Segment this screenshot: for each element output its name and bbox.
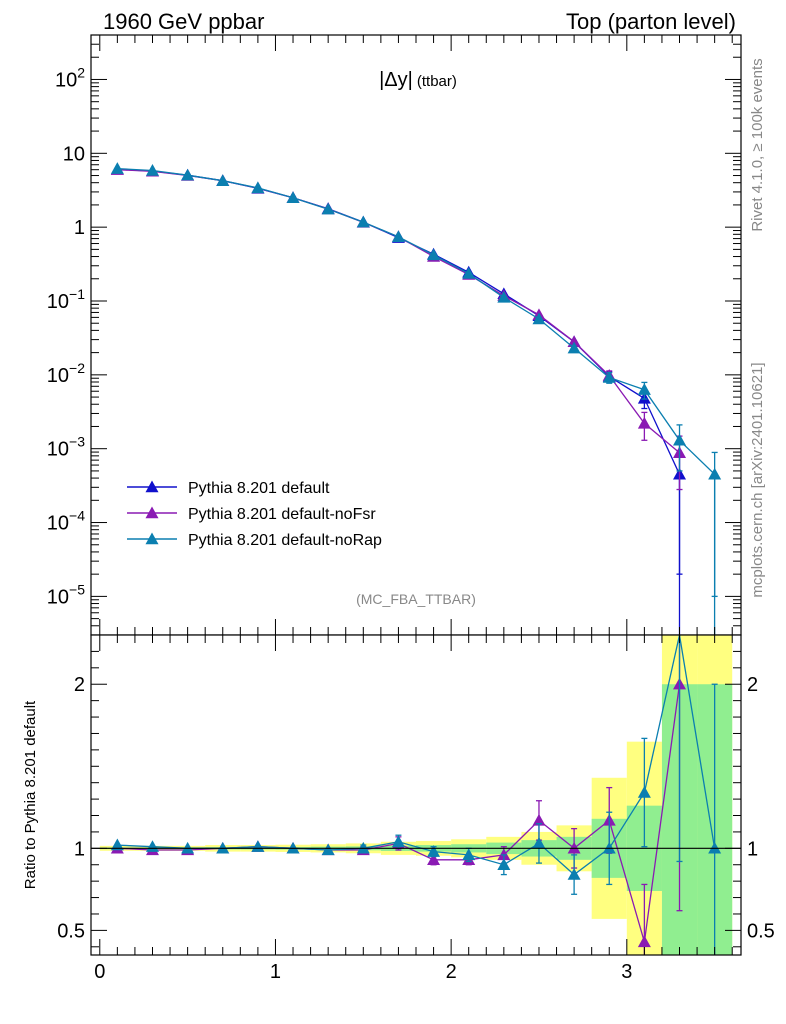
- ratio-data-point: [637, 786, 651, 798]
- ratio-data-point: [532, 813, 546, 826]
- data-point: [356, 215, 370, 228]
- ratio-data-point: [391, 835, 405, 847]
- data-point: [321, 202, 335, 215]
- ratio-data-point: [532, 836, 546, 849]
- x-tick-label: 1: [270, 961, 281, 983]
- y-tick-label: 102: [55, 64, 85, 91]
- data-point: [181, 168, 195, 181]
- mcplots-label: mcplots.cern.ch [arXiv:2401.10621]: [749, 362, 766, 597]
- data-point: [110, 162, 124, 174]
- data-point: [286, 191, 300, 203]
- legend-label: Pythia 8.201 default-noFsr: [188, 506, 376, 523]
- ratio-panel: 0.5 0.5 1 1 2 2 0 1 2 3 Ratio to Pythia 8.201 def…: [22, 634, 775, 983]
- ratio-data-point: [637, 935, 651, 948]
- legend-marker: [145, 532, 159, 545]
- data-point: [427, 248, 441, 261]
- x-tick-label: 2: [446, 961, 457, 983]
- data-point: [532, 312, 546, 325]
- y-tick-label: 10−5: [47, 581, 85, 608]
- data-point: [497, 290, 511, 303]
- x-tick-label: 0: [94, 961, 105, 983]
- ratio-data-point: [567, 868, 581, 880]
- ratio-data-point: [251, 840, 265, 852]
- data-point: [673, 433, 687, 446]
- legend-label: Pythia 8.201 default: [188, 480, 330, 497]
- ratio-data-point: [708, 841, 722, 854]
- y-tick-label: 10−3: [47, 434, 85, 461]
- data-point: [708, 467, 722, 480]
- data-point: [462, 267, 476, 279]
- ratio-y-tick-label-right: 0.5: [747, 920, 775, 942]
- ratio-y-tick-label-right: 1: [747, 838, 758, 860]
- legend-label: Pythia 8.201 default-noRap: [188, 532, 382, 549]
- ratio-data-point: [497, 858, 511, 870]
- ratio-data-point: [181, 841, 195, 854]
- data-point: [602, 371, 616, 383]
- y-tick-label: 10: [63, 143, 85, 165]
- header-left-title: 1960 GeV ppbar: [103, 9, 264, 34]
- y-tick-label: 10−2: [47, 360, 85, 387]
- ratio-data-point: [602, 841, 616, 854]
- data-point: [567, 341, 581, 354]
- legend-marker: [145, 506, 159, 519]
- data-point: [145, 164, 159, 176]
- ratio-data-point: [356, 841, 370, 854]
- ratio-data-point: [286, 841, 300, 854]
- ratio-data-point: [427, 853, 441, 866]
- rivet-version-label: Rivet 4.1.0, ≥ 100k events: [749, 58, 766, 231]
- legend: Pythia 8.201 default Pythia 8.201 default…: [127, 480, 382, 549]
- analysis-id-annotation: (MC_FBA_TTBAR): [356, 591, 476, 607]
- ratio-data-point: [462, 848, 476, 861]
- legend-marker: [145, 480, 159, 493]
- ratio-data-point: [567, 841, 581, 854]
- ratio-data-point: [216, 841, 230, 854]
- ratio-ylabel: Ratio to Pythia 8.201 default: [22, 700, 39, 889]
- y-tick-label: 1: [74, 217, 85, 239]
- main-panel: 10−5 10−4 10−3 10−2 10−1 1 10 102 |Δy| (ttbar) (…: [47, 34, 742, 636]
- data-point: [251, 181, 265, 194]
- data-point: [637, 416, 651, 429]
- ratio-frame: [90, 634, 742, 956]
- ratio-y-tick-label-right: 2: [747, 674, 758, 696]
- y-tick-label: 10−1: [47, 286, 85, 313]
- ratio-data-point: [145, 840, 159, 852]
- main-title: |Δy| (ttbar): [379, 69, 457, 91]
- y-tick-label: 10−4: [47, 508, 85, 535]
- ratio-y-tick-label: 1: [74, 838, 85, 860]
- data-point: [391, 230, 405, 243]
- ratio-y-tick-label: 0.5: [57, 920, 85, 942]
- data-point: [567, 335, 581, 348]
- header-right-title: Top (parton level): [566, 9, 736, 34]
- ratio-y-tick-label: 2: [74, 674, 85, 696]
- data-point: [637, 383, 651, 395]
- ratio-data-point: [427, 845, 441, 857]
- ratio-data-point: [321, 843, 335, 856]
- ratio-data-point: [110, 838, 124, 851]
- x-tick-label: 3: [621, 961, 632, 983]
- data-point: [216, 174, 230, 186]
